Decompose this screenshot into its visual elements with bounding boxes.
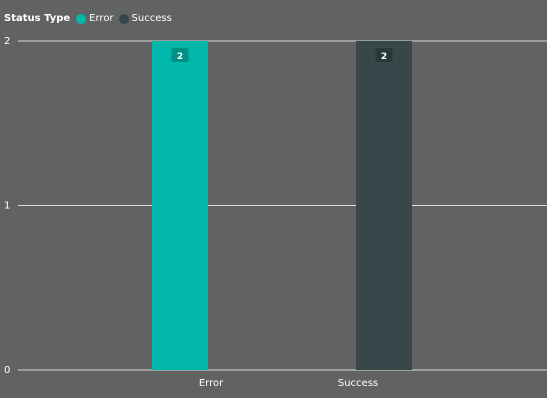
y-tick-label-0: 0	[4, 365, 10, 376]
legend-label-success: Success	[131, 13, 172, 24]
data-label-success: 2	[381, 52, 387, 62]
x-tick-label-success: Success	[338, 378, 378, 389]
legend-title: Status Type	[4, 13, 71, 24]
y-tick-label-1: 1	[4, 201, 10, 212]
legend-entry-error[interactable]: Error	[76, 12, 114, 26]
bar-error	[152, 41, 208, 370]
legend-swatch-error	[76, 14, 87, 24]
gridlines	[18, 40, 547, 371]
legend: Status Type Error Success	[4, 12, 177, 26]
data-label-error: 2	[177, 52, 183, 62]
bar-success	[356, 41, 412, 370]
y-axis: 0 1 2	[4, 36, 10, 376]
data-label-bg-error	[171, 48, 189, 62]
y-tick-label-2: 2	[4, 36, 10, 47]
x-tick-label-error: Error	[199, 378, 224, 389]
data-label-bg-success	[375, 48, 393, 62]
legend-entry-success[interactable]: Success	[118, 12, 172, 26]
legend-label-error: Error	[89, 13, 114, 24]
legend-swatch-success	[118, 14, 129, 24]
x-axis: Error Success	[199, 378, 378, 389]
